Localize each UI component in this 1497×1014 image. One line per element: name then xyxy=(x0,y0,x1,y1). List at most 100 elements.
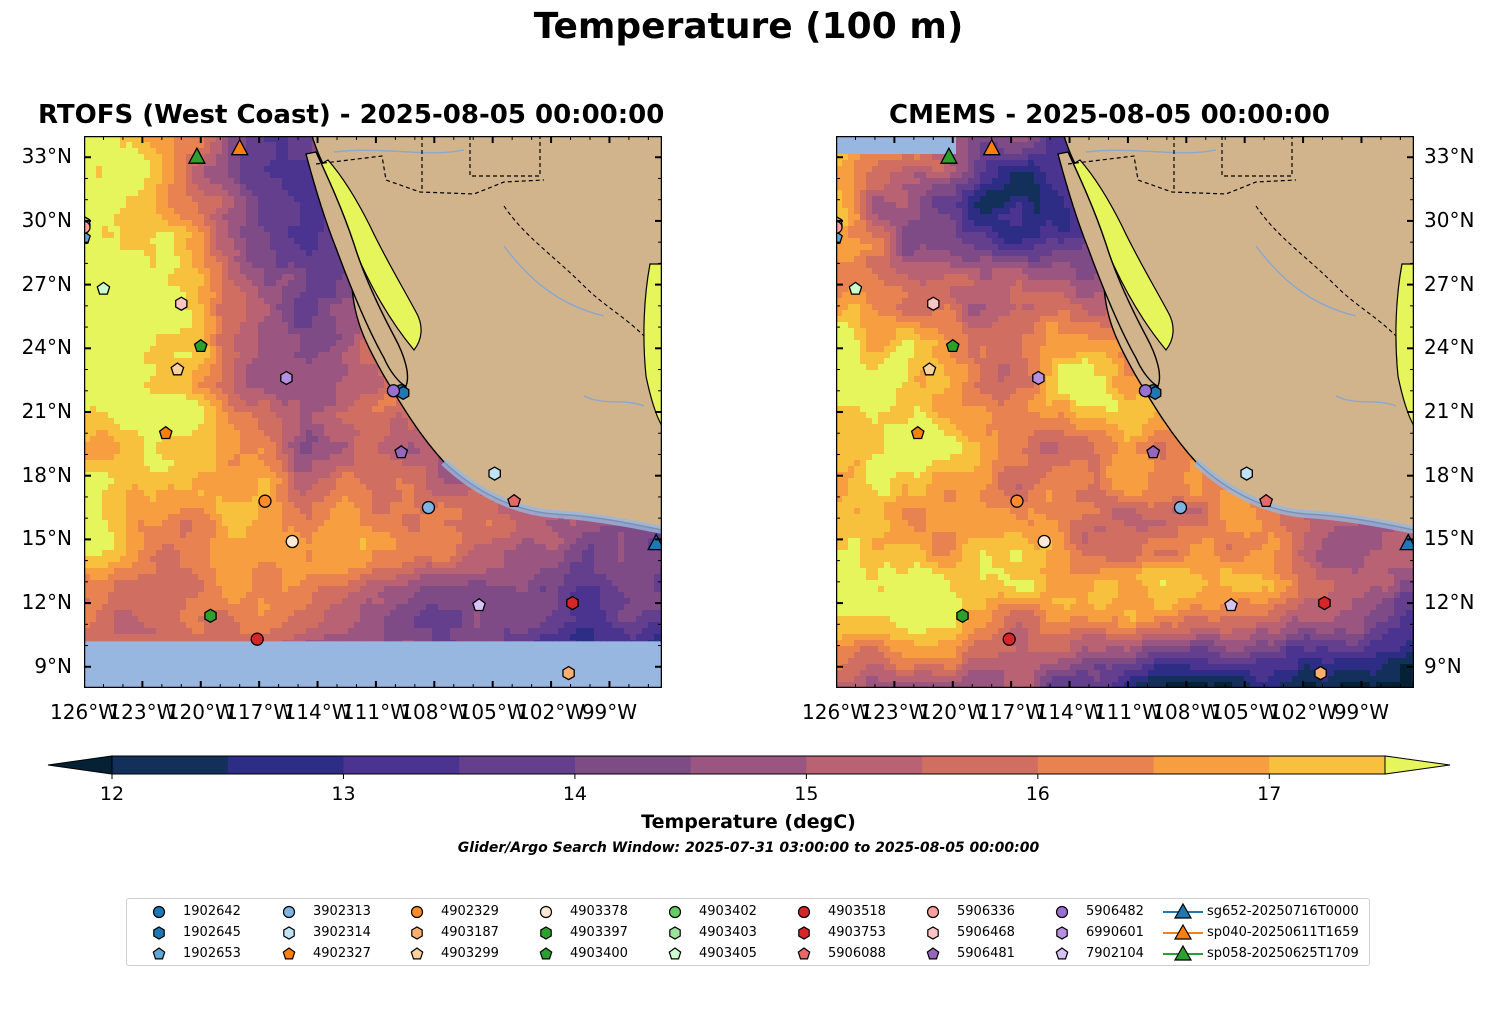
legend-marker xyxy=(152,947,166,960)
platform-marker-4903378[interactable] xyxy=(285,534,299,549)
platform-marker-1902653[interactable] xyxy=(84,230,91,244)
platform-marker-4903378[interactable] xyxy=(1037,534,1051,549)
legend-label: 4903403 xyxy=(699,925,757,940)
y-tick-label: 12°N xyxy=(21,590,72,615)
legend-marker xyxy=(282,905,296,919)
colorbar-tick-label: 17 xyxy=(1257,783,1281,800)
platform-marker-4903753[interactable] xyxy=(566,595,579,611)
platform-marker-4903405[interactable] xyxy=(96,281,111,295)
platform-marker-3902313[interactable] xyxy=(421,500,436,515)
platform-marker-4903299[interactable] xyxy=(922,362,937,376)
legend-label: 3902313 xyxy=(313,904,371,919)
x-tick-label: 102°W xyxy=(517,700,586,724)
platform-marker-5906088[interactable] xyxy=(507,493,522,508)
platform-marker-6990601[interactable] xyxy=(280,370,293,386)
colorbar-tick-label: 16 xyxy=(1026,783,1050,800)
legend-marker xyxy=(1056,926,1068,940)
x-tick-label: 120°W xyxy=(166,700,235,724)
platform-marker-1902653[interactable] xyxy=(836,230,843,244)
platform-marker-4903753[interactable] xyxy=(1318,595,1331,611)
platform-marker-4902329[interactable] xyxy=(1010,494,1024,508)
platform-marker-sp040-20250611T1659[interactable] xyxy=(982,138,1001,156)
y-tick-label: 27°N xyxy=(21,271,72,296)
platform-marker-5906482[interactable] xyxy=(1138,384,1153,398)
colorbar-bin xyxy=(1269,756,1386,774)
colorbar: 12 13 14 15 16 17 xyxy=(0,750,1497,805)
platform-marker-4903400[interactable] xyxy=(193,338,208,353)
platform-marker-4903187[interactable] xyxy=(562,665,575,681)
platform-marker-4903405[interactable] xyxy=(848,281,863,295)
platform-marker-sp040-20250611T1659[interactable] xyxy=(230,138,249,156)
colorbar-bin xyxy=(1037,756,1155,774)
platform-marker-5906468[interactable] xyxy=(175,296,188,311)
y-tick-label: 15°N xyxy=(1424,526,1475,551)
legend-marker xyxy=(798,926,810,940)
platform-marker-4902327[interactable] xyxy=(910,425,925,440)
y-tick-label: 15°N xyxy=(21,526,72,551)
colorbar-bin xyxy=(112,756,229,774)
platform-marker-4903518[interactable] xyxy=(250,632,264,646)
colorbar-bin xyxy=(690,756,807,774)
y-tick-label: 33°N xyxy=(1424,144,1475,169)
platform-marker-4903299[interactable] xyxy=(170,362,185,376)
y-tick-label: 18°N xyxy=(1424,462,1475,487)
platform-marker-7902104[interactable] xyxy=(1224,597,1238,612)
x-tick-label: 123°W xyxy=(108,700,177,724)
platform-marker-5906336[interactable] xyxy=(84,220,91,234)
platform-marker-5906468[interactable] xyxy=(927,296,940,311)
legend-label: 7902104 xyxy=(1086,946,1144,961)
x-tick-label: 102°W xyxy=(1269,700,1338,724)
platform-marker-4902327[interactable] xyxy=(158,425,173,440)
legend-label: 4903402 xyxy=(699,904,757,919)
legend-label: 4903400 xyxy=(570,946,628,961)
platform-marker-4903518[interactable] xyxy=(1002,632,1016,646)
map-panel-cmems[interactable] xyxy=(836,136,1414,688)
platform-marker-5906482[interactable] xyxy=(386,384,401,398)
legend-marker xyxy=(926,947,940,960)
x-tick-label: 117°W xyxy=(977,700,1046,724)
platform-marker-7902104[interactable] xyxy=(472,597,486,612)
platform-marker-sp058-20250625T1709[interactable] xyxy=(939,146,958,164)
land xyxy=(1026,136,1414,534)
legend-marker xyxy=(927,926,939,940)
legend-label: 4903378 xyxy=(570,904,628,919)
platform-marker-3902314[interactable] xyxy=(488,466,501,481)
platform-marker-sg652-20250716T0000[interactable] xyxy=(1399,533,1414,551)
x-tick-label: 99°W xyxy=(1333,700,1390,724)
platform-marker-4903187[interactable] xyxy=(1314,665,1327,681)
y-tick-label: 30°N xyxy=(21,207,72,232)
platform-marker-3902314[interactable] xyxy=(1240,466,1253,481)
y-tick-label: 21°N xyxy=(21,399,72,423)
y-tick-label: 24°N xyxy=(21,335,72,360)
platform-marker-4903397[interactable] xyxy=(956,608,969,624)
colorbar-bin xyxy=(227,756,344,774)
platform-marker-4903397[interactable] xyxy=(204,608,217,624)
platform-marker-sp058-20250625T1709[interactable] xyxy=(187,146,206,164)
colorbar-extend-min xyxy=(47,755,113,775)
platform-marker-5906481[interactable] xyxy=(1146,444,1161,459)
y-tick-label: 12°N xyxy=(1424,590,1475,615)
y-tick-label: 21°N xyxy=(1424,399,1475,423)
x-tick-label: 99°W xyxy=(581,700,638,724)
colorbar-bin xyxy=(1153,756,1270,774)
y-tick-label: 27°N xyxy=(1424,271,1475,296)
legend-marker xyxy=(411,926,423,940)
legend-marker xyxy=(797,947,811,960)
x-tick-label: 105°W xyxy=(458,700,527,724)
legend-label: 4903753 xyxy=(828,925,886,940)
platform-marker-3902313[interactable] xyxy=(1173,500,1188,515)
platform-marker-5906336[interactable] xyxy=(836,220,843,234)
platform-marker-sg652-20250716T0000[interactable] xyxy=(647,533,662,551)
platform-marker-5906481[interactable] xyxy=(394,444,409,459)
platform-marker-6990601[interactable] xyxy=(1032,370,1045,386)
platform-legend: 1902642 1902645 1902653 3902313 3902314 49023… xyxy=(126,898,1370,966)
legend-label: 1902653 xyxy=(183,946,241,961)
legend-label: 3902314 xyxy=(313,925,371,940)
map-panel-rtofs[interactable] xyxy=(84,136,662,688)
legend-marker xyxy=(926,905,940,919)
y-tick-label: 9°N xyxy=(1424,653,1462,678)
platform-marker-4903400[interactable] xyxy=(945,338,960,353)
platform-marker-4902329[interactable] xyxy=(258,494,272,508)
colorbar-bin xyxy=(459,756,576,774)
platform-marker-5906088[interactable] xyxy=(1259,493,1274,508)
